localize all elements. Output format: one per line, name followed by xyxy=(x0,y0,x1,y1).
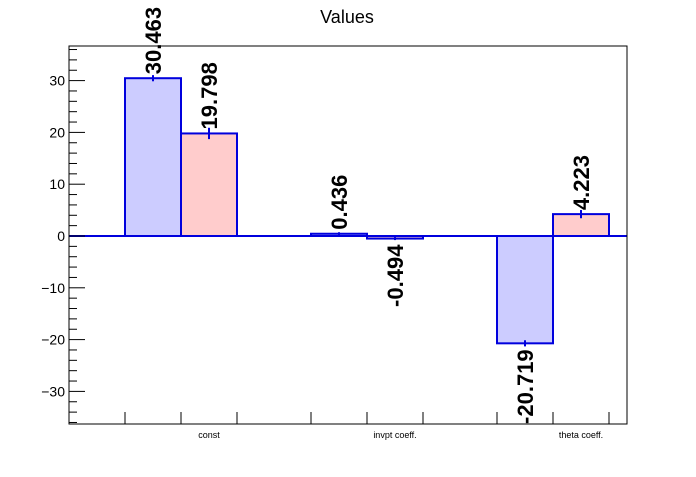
bar-1-0 xyxy=(180,132,238,238)
data-label-1-1: -0.494 xyxy=(383,244,408,307)
x-tick-label: invpt coeff. xyxy=(373,430,416,440)
data-label-0-1: 0.436 xyxy=(327,175,352,230)
data-label-0-0: 30.463 xyxy=(141,7,166,74)
y-tick-label: −30 xyxy=(41,383,65,399)
bar-0-2 xyxy=(496,235,554,345)
chart-title: Values xyxy=(320,7,374,27)
data-label-1-0: 19.798 xyxy=(197,62,222,129)
bars-layer xyxy=(124,75,610,347)
y-tick-label: 20 xyxy=(49,124,65,140)
bar-0-0 xyxy=(124,77,182,237)
y-tick-label: −10 xyxy=(41,280,65,296)
x-tick-label: theta coeff. xyxy=(559,430,603,440)
data-labels-layer: 30.463 0.436 -20.719 19.798 -0.494 4.223 xyxy=(141,7,594,424)
y-tick-label: 0 xyxy=(57,228,65,244)
y-tick-label: 30 xyxy=(49,73,65,89)
y-tick-label: 10 xyxy=(49,176,65,192)
axes-layer: −30 −20 −10 0 10 20 30 const invpt coeff. theta c… xyxy=(41,45,628,440)
data-label-0-2: -20.719 xyxy=(513,349,538,424)
x-tick-label: const xyxy=(198,430,220,440)
y-tick-label: −20 xyxy=(41,332,65,348)
data-label-1-2: 4.223 xyxy=(569,155,594,210)
plot-frame xyxy=(68,45,628,425)
